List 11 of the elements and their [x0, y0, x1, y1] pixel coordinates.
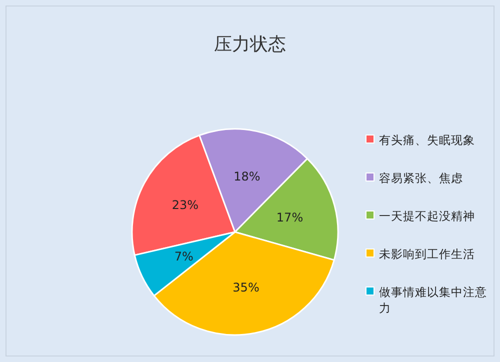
data-label: 7%	[174, 249, 194, 264]
legend-label: 容易紧张、焦虑	[379, 171, 463, 185]
data-label: 18%	[234, 170, 260, 184]
legend-label: 做事情难以集中注意力	[379, 285, 487, 315]
data-label: 17%	[276, 210, 304, 225]
legend-label: 有头痛、失眠现象	[379, 133, 475, 147]
legend-label: 一天提不起没精神	[379, 209, 475, 223]
chart-title: 压力状态	[214, 34, 286, 55]
legend-label: 未影响到工作生活	[379, 247, 475, 261]
data-label: 23%	[172, 198, 199, 212]
data-label: 35%	[232, 280, 260, 295]
